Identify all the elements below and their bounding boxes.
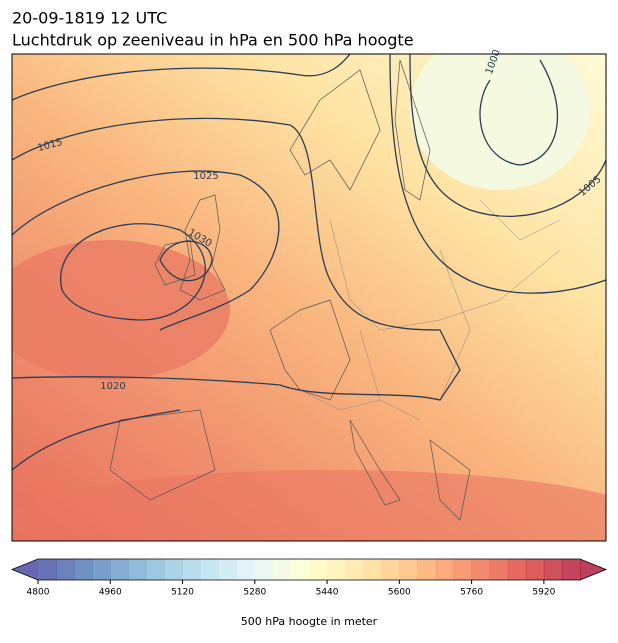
colorbar-segment (363, 559, 382, 580)
colorbar-segment (507, 559, 527, 580)
colorbar-label: 500 hPa hoogte in meter (241, 615, 378, 628)
colorbar-segment (471, 559, 491, 580)
colorbar-segment (525, 559, 545, 580)
colorbar-extend-high (580, 559, 606, 580)
colorbar-segment (345, 559, 364, 580)
colorbar-tick-label: 4960 (99, 588, 122, 598)
colorbar-tick-label: 5440 (316, 588, 339, 598)
colorbar-extend-low (12, 559, 38, 580)
colorbar-segment (543, 559, 563, 580)
colorbar-tick-label: 5920 (532, 588, 555, 598)
colorbar-segment (561, 559, 581, 580)
colorbar-segment (290, 559, 310, 580)
colorbar-segment (38, 559, 57, 580)
colorbar-tick-label: 5760 (460, 588, 483, 598)
colorbar-segment (164, 559, 184, 580)
colorbar-segment (56, 559, 75, 580)
colorbar-segment (182, 559, 202, 580)
map (12, 54, 606, 541)
colorbar-tick-label: 4800 (27, 588, 50, 598)
colorbar-segment (146, 559, 165, 580)
colorbar-segment (92, 559, 111, 580)
isobar-label: 1020 (100, 381, 125, 392)
colorbar-segment (200, 559, 220, 580)
colorbar-tick-label: 5120 (171, 588, 194, 598)
colorbar-segment (381, 559, 400, 580)
colorbar-segment (417, 559, 436, 580)
colorbar-tick-label: 5600 (388, 588, 411, 598)
colorbar-outline (10, 558, 608, 581)
title: 20-09-1819 12 UTC (12, 9, 167, 28)
subtitle: Luchtdruk op zeeniveau in hPa en 500 hPa… (12, 31, 414, 50)
colorbar-segment (435, 559, 455, 580)
colorbar-segment (128, 559, 147, 580)
colorbar-segment (453, 559, 473, 580)
colorbar-segment (236, 559, 256, 580)
colorbar-segment (110, 559, 129, 580)
colorbar-segment (399, 559, 418, 580)
isobar-label: 1025 (193, 171, 218, 182)
colorbar-segment (489, 559, 509, 580)
colorbar-segment (272, 559, 292, 580)
colorbar-segment (218, 559, 238, 580)
colorbar-segment (74, 559, 93, 580)
colorbar-segment (254, 559, 274, 580)
colorbar: 4800 4960 5120 5280 5440 5600 5760 5920 (10, 558, 608, 598)
colorbar-segment (327, 559, 346, 580)
colorbar-tick-label: 5280 (243, 588, 266, 598)
colorbar-segment (309, 559, 328, 580)
